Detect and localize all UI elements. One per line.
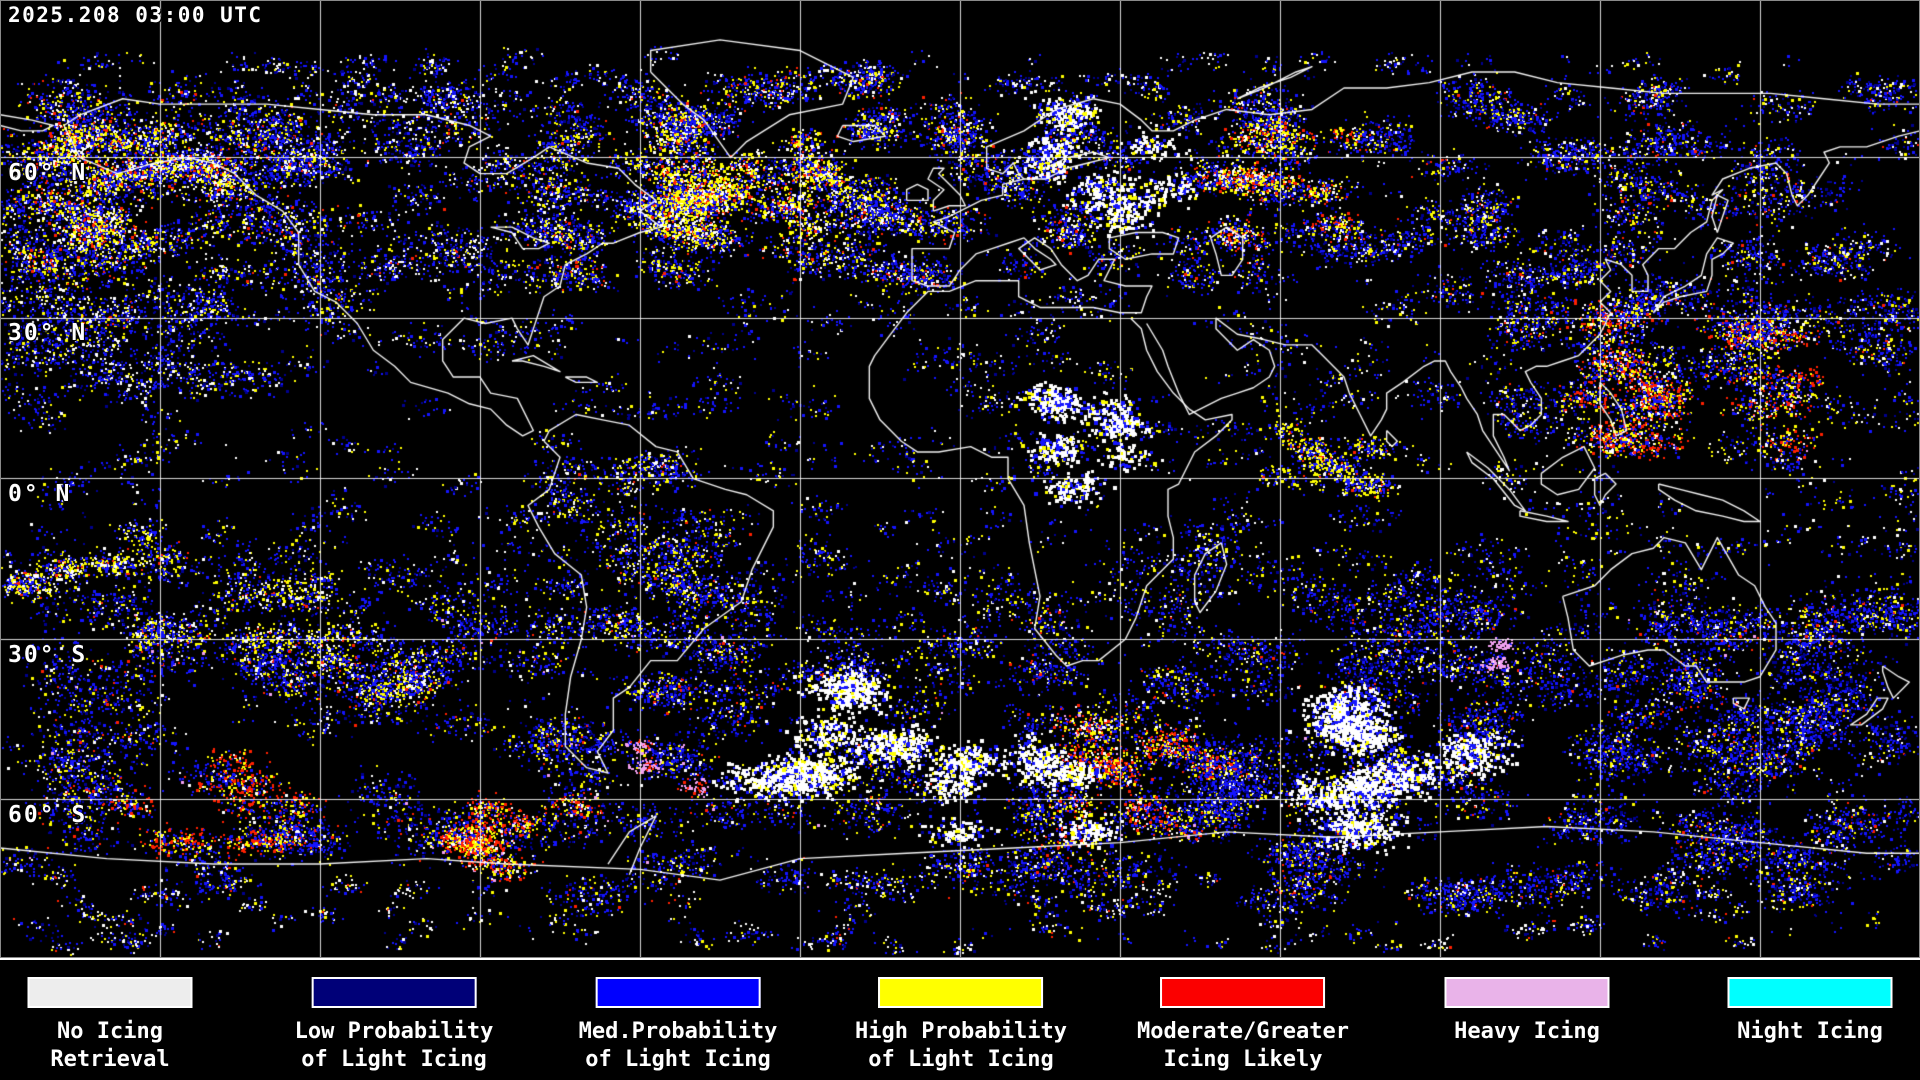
med-probability-swatch [595,977,761,1008]
legend-label: No Icing Retrieval [50,1019,170,1072]
legend-label: Med.Probability of Light Icing [578,1019,778,1072]
map-legend-divider [0,958,1920,960]
legend-label: Heavy Icing [1454,1019,1600,1044]
legend-bar: No Icing Retrieval Low Probability of Ligh… [0,960,1920,1080]
night-icing-swatch [1727,977,1893,1008]
legend-item-low-probability: Low Probability of Light Icing [294,977,494,1074]
lat-label-0n: 0° N [8,481,72,507]
lat-label-60n: 60° N [8,160,88,186]
legend-item-high-probability: High Probability of Light Icing [855,977,1067,1074]
high-probability-swatch [878,977,1044,1008]
lat-label-60s: 60° S [8,802,88,828]
heavy-icing-swatch [1444,977,1610,1008]
lat-label-30s: 30° S [8,642,88,668]
legend-item-moderate-greater: Moderate/Greater Icing Likely [1137,977,1349,1074]
moderate-greater-swatch [1160,977,1326,1008]
legend-label: Low Probability of Light Icing [294,1019,494,1072]
legend-label: Night Icing [1737,1019,1883,1044]
legend-item-night-icing: Night Icing [1727,977,1893,1046]
legend-item-med-probability: Med.Probability of Light Icing [578,977,778,1074]
icing-data-canvas [0,0,1920,958]
legend-item-no-icing-retrieval: No Icing Retrieval [27,977,193,1074]
world-map: 2025.208 03:00 UTC 60° N 30° N 0° N 30° … [0,0,1920,958]
timestamp-label: 2025.208 03:00 UTC [8,3,263,27]
no-icing-swatch [27,977,193,1008]
legend-label: High Probability of Light Icing [855,1019,1067,1072]
lat-label-30n: 30° N [8,320,88,346]
legend-label: Moderate/Greater Icing Likely [1137,1019,1349,1072]
legend-item-heavy-icing: Heavy Icing [1444,977,1610,1046]
low-probability-swatch [311,977,477,1008]
